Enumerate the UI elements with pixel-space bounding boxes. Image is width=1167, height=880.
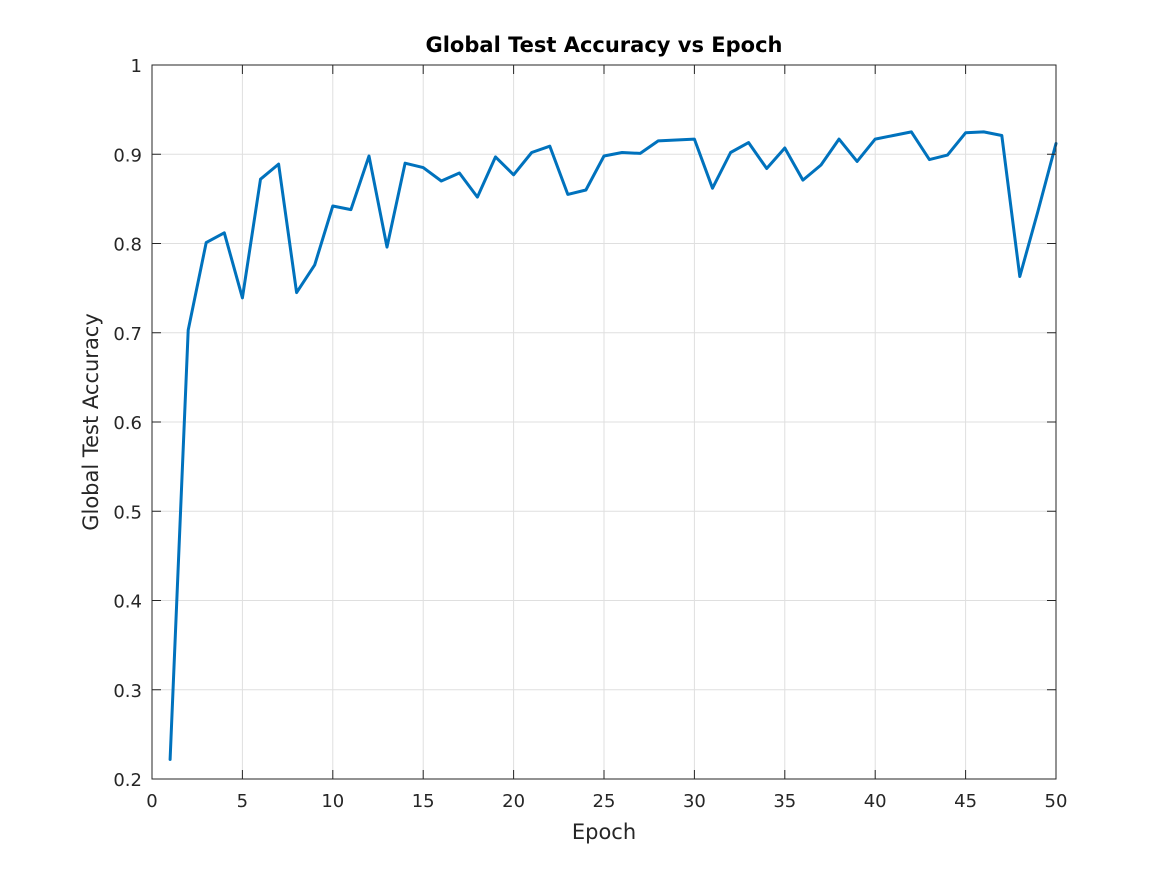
x-tick-label: 0: [146, 791, 157, 812]
y-tick-label: 1: [131, 56, 142, 77]
y-tick-label: 0.6: [113, 413, 142, 434]
x-tick-label: 20: [502, 791, 525, 812]
y-tick-label: 0.7: [113, 324, 142, 345]
y-tick-label: 0.8: [113, 235, 142, 256]
grid: [152, 65, 1056, 779]
x-tick-label: 50: [1045, 791, 1068, 812]
x-tick-label: 15: [412, 791, 435, 812]
x-tick-label: 45: [954, 791, 977, 812]
y-tick-label: 0.4: [113, 592, 142, 613]
y-tick-label: 0.3: [113, 681, 142, 702]
x-tick-label: 35: [773, 791, 796, 812]
x-tick-label: 5: [237, 791, 248, 812]
x-tick-label: 25: [593, 791, 616, 812]
x-axis-label: Epoch: [572, 820, 636, 844]
y-tick-label: 0.5: [113, 502, 142, 523]
tick-labels: 0 5 10 15 20 25 30 35 40 45 50 0.2 0.3 0.4 0.5 0.6 0.7 0.…: [113, 56, 1067, 812]
x-tick-label: 30: [683, 791, 706, 812]
y-tick-label: 0.2: [113, 770, 142, 791]
x-tick-label: 10: [321, 791, 344, 812]
x-tick-label: 40: [864, 791, 887, 812]
series-line: [168, 130, 1058, 761]
y-axis-label: Global Test Accuracy: [79, 313, 103, 531]
y-tick-label: 0.9: [113, 145, 142, 166]
chart-title: Global Test Accuracy vs Epoch: [426, 33, 783, 57]
series-layer: [168, 130, 1058, 761]
ticks: [151, 64, 1057, 780]
